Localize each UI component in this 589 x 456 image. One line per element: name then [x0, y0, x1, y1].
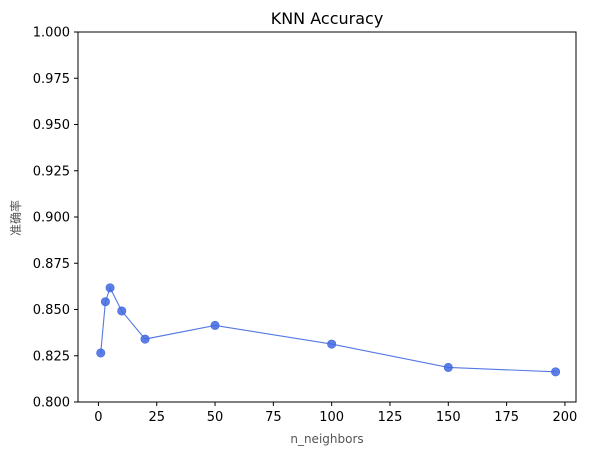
x-tick-label: 0 [94, 410, 102, 425]
x-tick-label: 150 [436, 410, 461, 425]
y-axis-label: 准确率 [8, 200, 23, 236]
data-point [96, 348, 106, 358]
x-tick-label: 125 [378, 410, 403, 425]
data-point [443, 362, 453, 372]
y-tick-label: 0.900 [33, 211, 70, 226]
y-tick-label: 0.925 [33, 164, 70, 179]
data-point [327, 339, 337, 349]
y-tick-label: 0.950 [33, 118, 70, 133]
x-tick-label: 100 [319, 410, 344, 425]
x-tick-label: 175 [494, 410, 519, 425]
data-point [140, 334, 150, 344]
y-tick-label: 0.850 [33, 303, 70, 318]
data-point [105, 283, 115, 293]
data-point [551, 367, 561, 377]
x-tick-label: 75 [265, 410, 282, 425]
y-tick-label: 0.800 [33, 396, 70, 411]
y-tick-label: 0.825 [33, 349, 70, 364]
data-point [100, 297, 110, 307]
data-point [117, 306, 127, 316]
y-tick-label: 0.975 [33, 72, 70, 87]
plot-area: 0 25 50 75 100 125 150 175 200 0.800 0.825 0.850 0.8… [33, 26, 578, 426]
data-point [210, 320, 220, 330]
chart-title: KNN Accuracy [271, 9, 384, 28]
x-tick-label: 50 [207, 410, 224, 425]
y-tick-label: 1.000 [33, 26, 70, 41]
x-tick-label: 25 [148, 410, 165, 425]
x-axis-label: n_neighbors [290, 432, 363, 446]
x-tick-label: 200 [553, 410, 578, 425]
y-tick-label: 0.875 [33, 257, 70, 272]
